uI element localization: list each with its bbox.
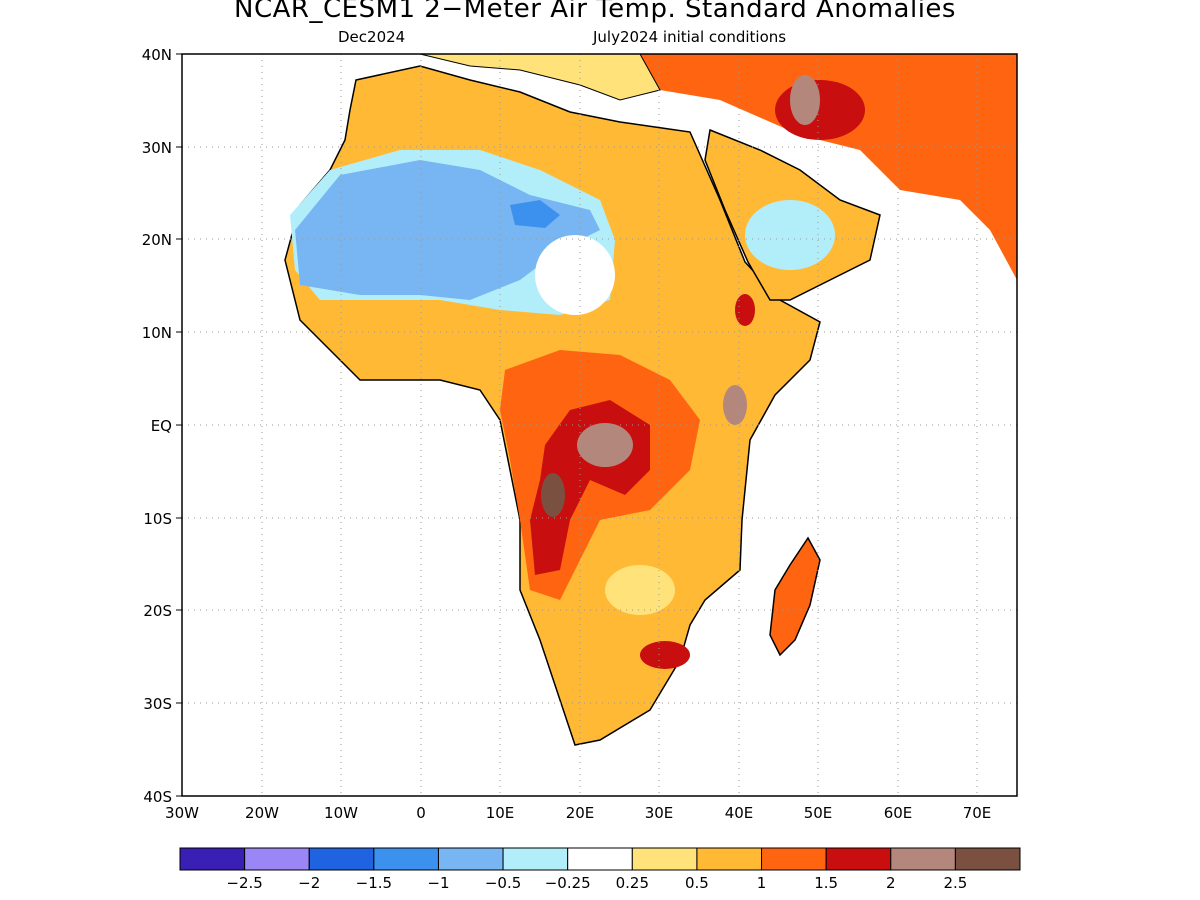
lon-axis: 30W 20W 10W 0 10E 20E 30E 40E 50E 60E 70… bbox=[165, 804, 991, 822]
middle-east-land bbox=[640, 54, 1017, 280]
south-africa-anomaly bbox=[640, 641, 690, 669]
lat-label-20n: 20N bbox=[142, 231, 172, 249]
colorbar-label: −0.5 bbox=[485, 874, 521, 892]
colorbar-swatch bbox=[567, 847, 633, 871]
colorbar-label: −0.25 bbox=[545, 874, 591, 892]
lat-label-eq: EQ bbox=[151, 417, 172, 435]
congo-peak-anomaly bbox=[577, 423, 633, 467]
madagascar-land bbox=[769, 536, 821, 657]
forecast-month: Dec2024 bbox=[338, 28, 406, 46]
lat-label-10s: 10S bbox=[143, 510, 172, 528]
lon-label-30w: 30W bbox=[165, 804, 199, 822]
sahara-warm-gap bbox=[535, 235, 615, 315]
ethiopia-peak-anomaly bbox=[735, 294, 755, 326]
middle-east-peak bbox=[775, 80, 865, 140]
angola-peak-anomaly bbox=[541, 473, 565, 517]
colorbar-swatch bbox=[308, 847, 375, 871]
lat-label-10n: 10N bbox=[142, 324, 172, 342]
colorbar-label: −2 bbox=[298, 874, 320, 892]
colorbar-label: 0.5 bbox=[685, 874, 709, 892]
colorbar-swatch bbox=[244, 847, 310, 871]
colorbar: −2.5 −2 −1.5 −1 −0.5 −0.25 0.25 0.5 1 1.5 2 2.5 bbox=[179, 847, 1021, 892]
colorbar-swatch bbox=[373, 847, 439, 871]
colorbar-label: 2 bbox=[886, 874, 896, 892]
lon-label-50e: 50E bbox=[804, 804, 833, 822]
colorbar-label: 2.5 bbox=[943, 874, 967, 892]
map-title: NCAR_CESM1 2−Meter Air Temp. Standard An… bbox=[234, 0, 956, 24]
colorbar-label: 1.5 bbox=[814, 874, 838, 892]
gridlines bbox=[182, 54, 1017, 796]
initial-conditions: July2024 initial conditions bbox=[593, 28, 787, 46]
lon-label-0: 0 bbox=[416, 804, 426, 822]
lon-label-20w: 20W bbox=[245, 804, 279, 822]
colorbar-swatch bbox=[437, 847, 504, 871]
lat-label-30s: 30S bbox=[143, 695, 172, 713]
map-area bbox=[284, 54, 1017, 746]
iraq-peak-anomaly bbox=[790, 75, 820, 125]
colorbar-swatch bbox=[502, 847, 569, 871]
colorbar-label: −1.5 bbox=[356, 874, 392, 892]
colorbar-label: −2.5 bbox=[226, 874, 262, 892]
colorbar-swatch bbox=[761, 847, 827, 871]
colorbar-label: 1 bbox=[757, 874, 767, 892]
sahara-cold-core bbox=[295, 160, 600, 300]
colorbar-swatch bbox=[696, 847, 763, 871]
lat-label-30n: 30N bbox=[142, 139, 172, 157]
colorbar-label: −1 bbox=[427, 874, 449, 892]
lon-label-30e: 30E bbox=[645, 804, 674, 822]
lon-label-20e: 20E bbox=[566, 804, 595, 822]
lat-label-40n: 40N bbox=[142, 46, 172, 64]
lon-label-70e: 70E bbox=[963, 804, 992, 822]
colorbar-swatch bbox=[954, 847, 1021, 871]
europe-land bbox=[419, 54, 661, 101]
lon-label-40e: 40E bbox=[725, 804, 754, 822]
sahara-cold-peak bbox=[510, 200, 560, 228]
colorbar-swatch bbox=[890, 847, 956, 871]
arabia-cold-anomaly bbox=[745, 200, 835, 270]
southern-africa-mild bbox=[605, 565, 675, 615]
colorbar-label: 0.25 bbox=[616, 874, 649, 892]
lon-label-10e: 10E bbox=[486, 804, 515, 822]
colorbar-swatch bbox=[631, 847, 698, 871]
lat-axis: 40N 30N 20N 10N EQ 10S 20S 30S 40S bbox=[142, 46, 182, 806]
lat-label-20s: 20S bbox=[143, 602, 172, 620]
lon-label-10w: 10W bbox=[324, 804, 358, 822]
lat-label-40s: 40S bbox=[143, 788, 172, 806]
lon-label-60e: 60E bbox=[884, 804, 913, 822]
colorbar-swatch bbox=[825, 847, 892, 871]
colorbar-swatch bbox=[179, 847, 246, 871]
kenya-peak-anomaly bbox=[723, 385, 747, 425]
